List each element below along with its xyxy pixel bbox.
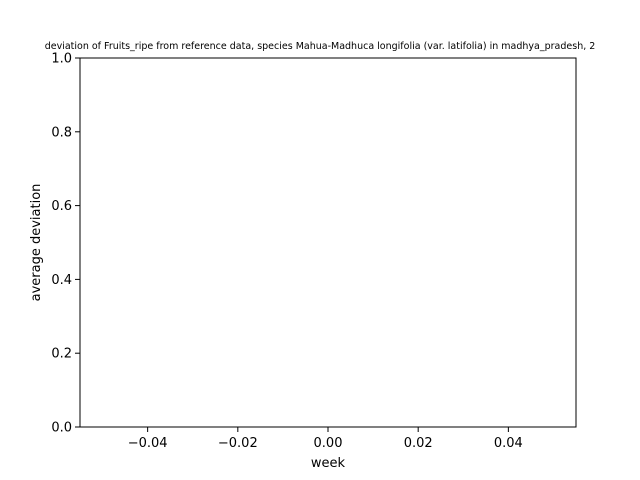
x-axis: −0.04 −0.02 0.00 0.02 0.04 [128,427,523,451]
x-tick-label: 0.00 [314,436,343,451]
x-tick-label: −0.04 [128,436,168,451]
x-tick-label: −0.02 [218,436,258,451]
chart-title: deviation of Fruits_ripe from reference … [45,41,596,52]
x-tick-label: 0.02 [404,436,433,451]
y-axis-label: average deviation [29,184,44,302]
x-tick-label: 0.04 [494,436,523,451]
y-tick-label: 0.4 [51,273,72,288]
y-tick-label: 1.0 [51,52,72,67]
y-axis: 0.0 0.2 0.4 0.6 0.8 1.0 [51,52,80,436]
x-axis-label: week [311,456,346,471]
y-tick-label: 0.0 [51,421,72,436]
plot-area [79,57,577,428]
y-tick-label: 0.2 [51,347,72,362]
y-tick-label: 0.6 [51,199,72,214]
y-tick-label: 0.8 [51,125,72,140]
